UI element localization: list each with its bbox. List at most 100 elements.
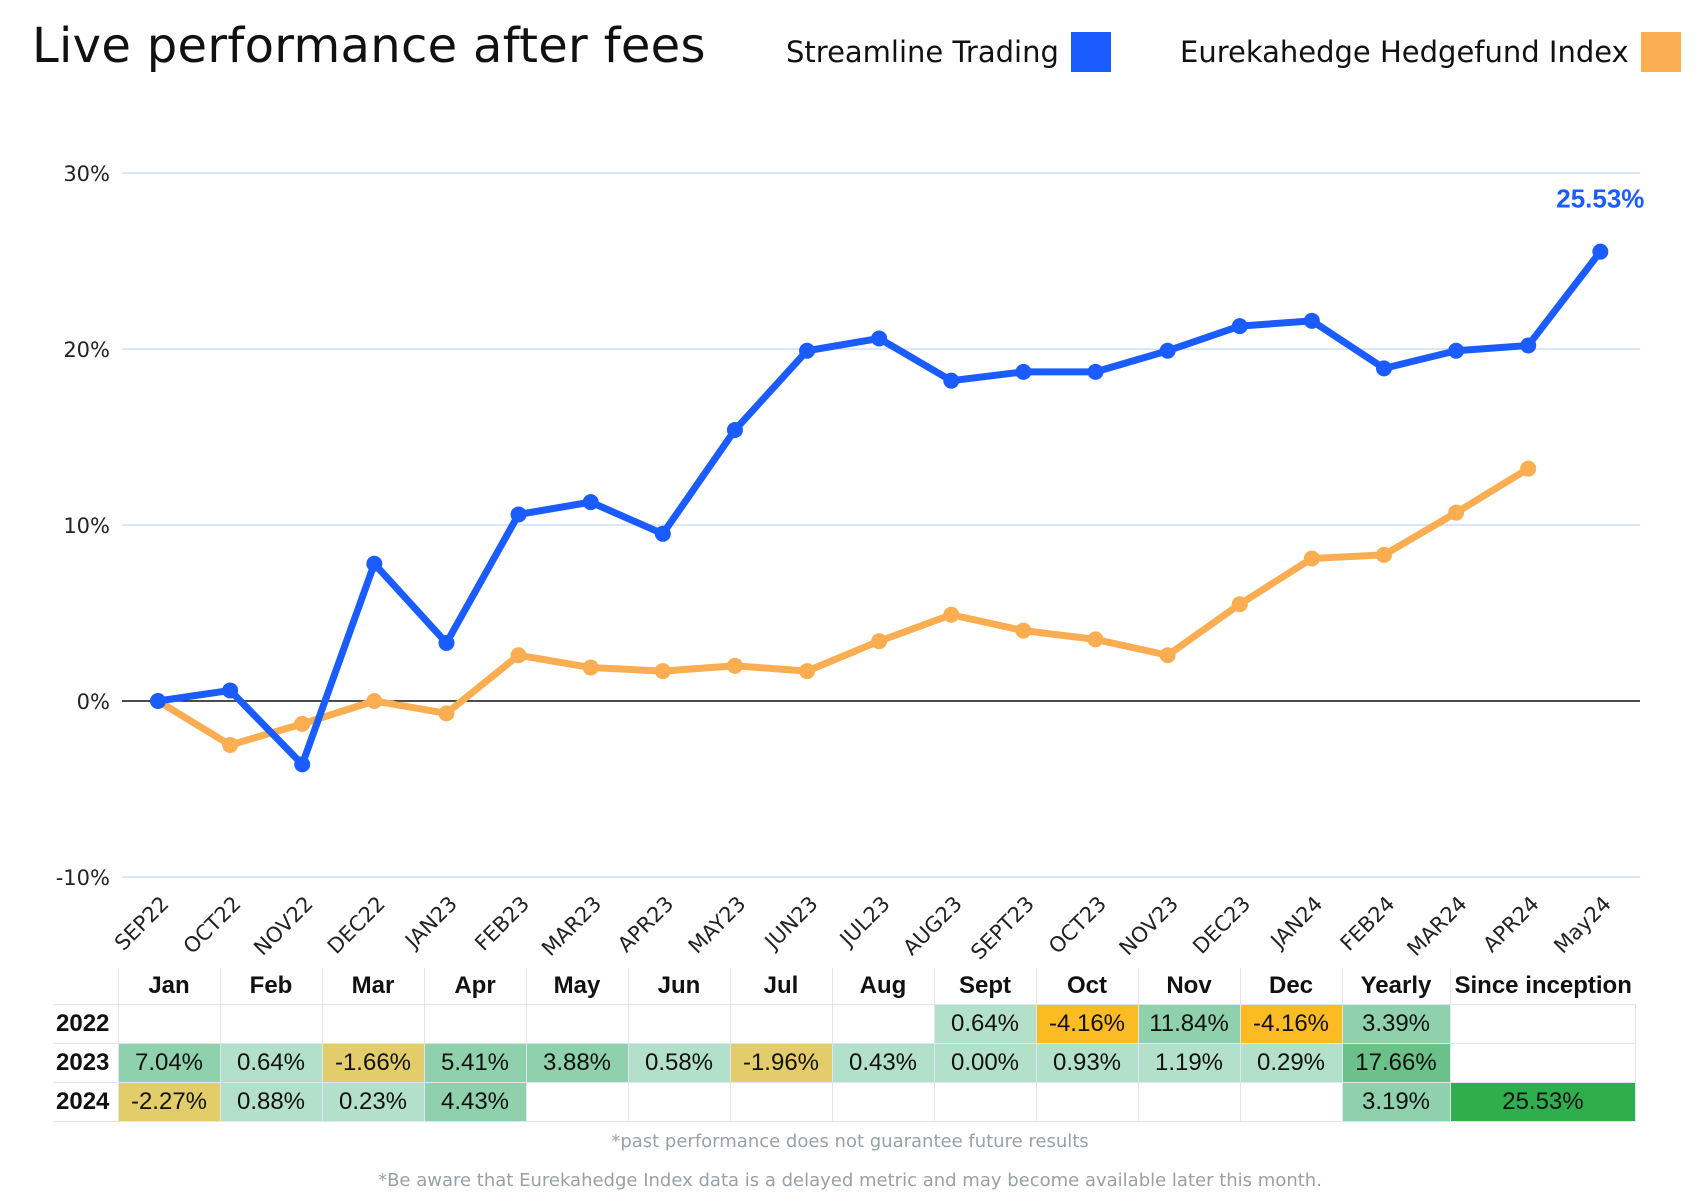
return-cell: 7.04% (117, 1043, 221, 1083)
return-cell: 0.64% (219, 1043, 323, 1083)
return-cell (117, 1004, 221, 1044)
return-cell: -2.27% (117, 1082, 221, 1122)
return-cell (219, 1004, 323, 1044)
x-tick-label: SEP22 (110, 892, 174, 956)
final-value-annotation: 25.53% (1556, 184, 1644, 214)
data-point-eurekahedge (1015, 622, 1032, 639)
y-tick-label: 20% (63, 338, 110, 362)
delay-note: *Be aware that Eurekahedge Index data is… (378, 1170, 1322, 1191)
return-cell: 25.53% (1449, 1082, 1637, 1122)
return-cell: 3.88% (525, 1043, 629, 1083)
x-tick-label: NOV22 (249, 892, 318, 960)
data-point-streamline (150, 693, 166, 709)
data-point-eurekahedge (726, 657, 743, 674)
data-point-streamline (366, 555, 383, 572)
data-point-streamline (1159, 342, 1176, 359)
return-cell (627, 1004, 731, 1044)
data-point-streamline (1303, 312, 1320, 329)
data-point-streamline (438, 634, 455, 651)
return-cell (1035, 1082, 1139, 1122)
data-point-streamline (1448, 342, 1465, 359)
data-point-eurekahedge (1375, 546, 1392, 563)
return-cell: 17.66% (1341, 1043, 1451, 1083)
table-header-blank (54, 968, 119, 1005)
return-cell: 0.88% (219, 1082, 323, 1122)
data-point-eurekahedge (222, 737, 239, 753)
x-tick-label: JUN23 (759, 892, 823, 956)
return-cell (525, 1004, 629, 1044)
column-header: Jun (628, 968, 731, 1005)
data-point-eurekahedge (1448, 504, 1465, 521)
return-cell (525, 1082, 629, 1122)
return-cell (423, 1004, 527, 1044)
return-cell (1239, 1082, 1343, 1122)
x-tick-label: JUL23 (834, 892, 895, 953)
x-tick-label: May24 (1549, 892, 1616, 959)
data-point-streamline (1592, 243, 1609, 260)
y-tick-label: 0% (77, 690, 110, 714)
return-cell (627, 1082, 731, 1122)
series-line-eurekahedge (154, 465, 1532, 749)
return-cell: 0.00% (933, 1043, 1037, 1083)
data-point-eurekahedge (1231, 596, 1248, 613)
column-header: May (526, 968, 629, 1005)
table-header-row: Jan Feb Mar Apr May Jun Jul Aug Sept Oct Nov Dec Yea… (54, 968, 1636, 1005)
table-row: 2023 7.04% 0.64% -1.66% 5.41% 3.88% 0.58% -1.96… (54, 1043, 1637, 1083)
legend-label: Eurekahedge Hedgefund Index (1180, 35, 1629, 69)
data-point-streamline (871, 330, 888, 347)
x-tick-label: APR24 (1478, 892, 1543, 957)
return-cell: -1.96% (729, 1043, 833, 1083)
x-tick-label: DEC22 (323, 892, 390, 959)
chart-title: Live performance after fees (32, 18, 706, 74)
data-point-streamline (1375, 360, 1392, 377)
data-point-streamline (1520, 337, 1537, 354)
return-cell: 0.23% (321, 1082, 425, 1122)
return-cell: 0.43% (831, 1043, 935, 1083)
data-point-eurekahedge (1087, 631, 1104, 648)
return-cell: 0.29% (1239, 1043, 1343, 1083)
return-cell: 0.64% (933, 1004, 1037, 1044)
column-header: Since inception (1454, 972, 1632, 999)
return-cell: 0.58% (627, 1043, 731, 1083)
x-tick-label: FEB23 (470, 892, 534, 956)
x-tick-label: OCT23 (1044, 892, 1111, 959)
x-tick-label: MAR23 (537, 892, 606, 960)
data-point-eurekahedge (1303, 550, 1320, 567)
data-point-eurekahedge (799, 663, 816, 680)
legend-swatch-streamline (1070, 32, 1111, 72)
data-point-streamline (726, 421, 743, 438)
x-tick-label: MAR24 (1402, 892, 1471, 960)
return-cell: 11.84% (1137, 1004, 1241, 1044)
column-header: Feb (220, 968, 323, 1005)
return-cell: 0.93% (1035, 1043, 1139, 1083)
data-point-streamline (294, 756, 311, 773)
column-header: Jan (118, 968, 221, 1005)
return-cell (1449, 1004, 1637, 1044)
return-cell (933, 1082, 1037, 1122)
data-point-streamline (943, 372, 960, 389)
return-cell: -1.66% (321, 1043, 425, 1083)
legend-label: Streamline Trading (786, 35, 1059, 69)
data-point-eurekahedge (654, 663, 671, 680)
data-point-eurekahedge (438, 705, 455, 722)
gridlines (122, 172, 1640, 878)
column-header: Sept (934, 968, 1037, 1005)
column-header: Apr (424, 968, 527, 1005)
data-point-eurekahedge (366, 693, 383, 709)
return-cell: 3.19% (1341, 1082, 1451, 1122)
data-point-streamline (582, 494, 599, 511)
monthly-returns-table: Jan Feb Mar Apr May Jun Jul Aug Sept Oct Nov Dec Yea… (54, 968, 1637, 1122)
x-tick-label: SEPT23 (966, 892, 1039, 960)
legend-item-streamline: Streamline Trading (786, 32, 1111, 72)
disclaimer-note: *past performance does not guarantee fut… (611, 1131, 1089, 1152)
data-point-eurekahedge (871, 633, 888, 650)
y-tick-label: -10% (56, 866, 110, 890)
x-tick-label: DEC23 (1188, 892, 1255, 959)
data-point-streamline (1231, 318, 1248, 335)
data-point-eurekahedge (510, 647, 527, 664)
legend-item-eurekahedge: Eurekahedge Hedgefund Index (1180, 32, 1681, 72)
x-axis-ticks: SEP22 OCT22 NOV22 DEC22 JAN23 FEB23 MAR23 APR23… (110, 892, 1616, 960)
data-point-streamline (510, 506, 527, 523)
return-cell (831, 1082, 935, 1122)
x-tick-label: MAY23 (684, 892, 751, 959)
